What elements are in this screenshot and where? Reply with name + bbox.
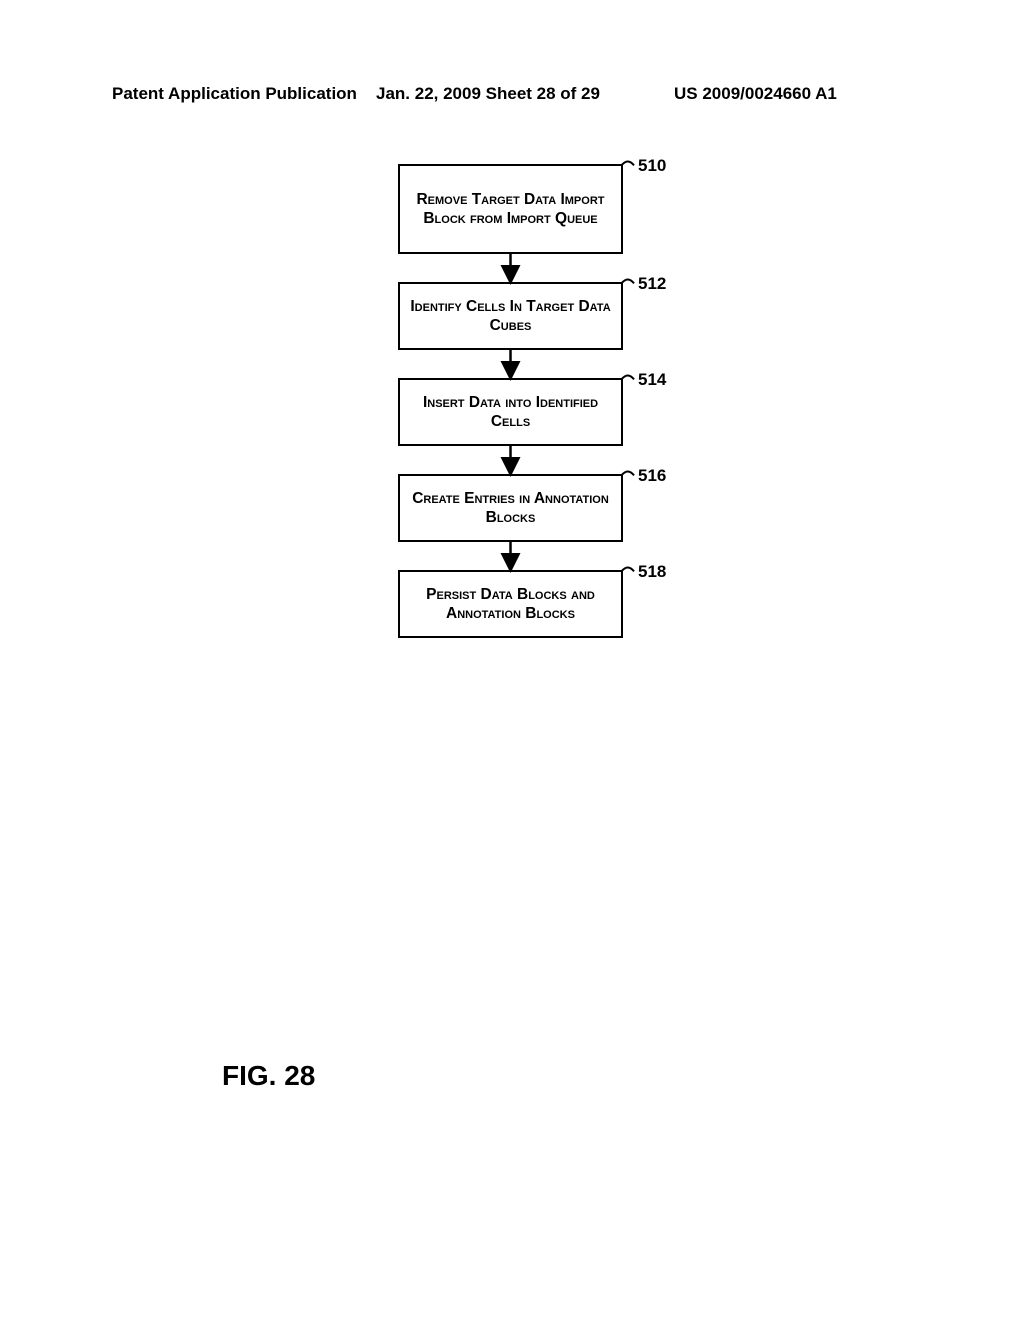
figure-label: FIG. 28 — [222, 1060, 315, 1092]
ref-label-510: 510 — [638, 156, 666, 176]
ref-label-514: 514 — [638, 370, 666, 390]
ref-label-516: 516 — [638, 466, 666, 486]
flow-box-510: Remove Target Data Import Block from Imp… — [398, 164, 623, 254]
flow-box-518: Persist Data Blocks and Annotation Block… — [398, 570, 623, 638]
ref-label-512: 512 — [638, 274, 666, 294]
flowchart: Remove Target Data Import Block from Imp… — [0, 0, 1024, 1320]
flow-box-516: Create Entries in Annotation Blocks — [398, 474, 623, 542]
ref-label-518: 518 — [638, 562, 666, 582]
page: Patent Application Publication Jan. 22, … — [0, 0, 1024, 1320]
flow-box-514: Insert Data into Identified Cells — [398, 378, 623, 446]
flow-box-512: Identify Cells In Target Data Cubes — [398, 282, 623, 350]
